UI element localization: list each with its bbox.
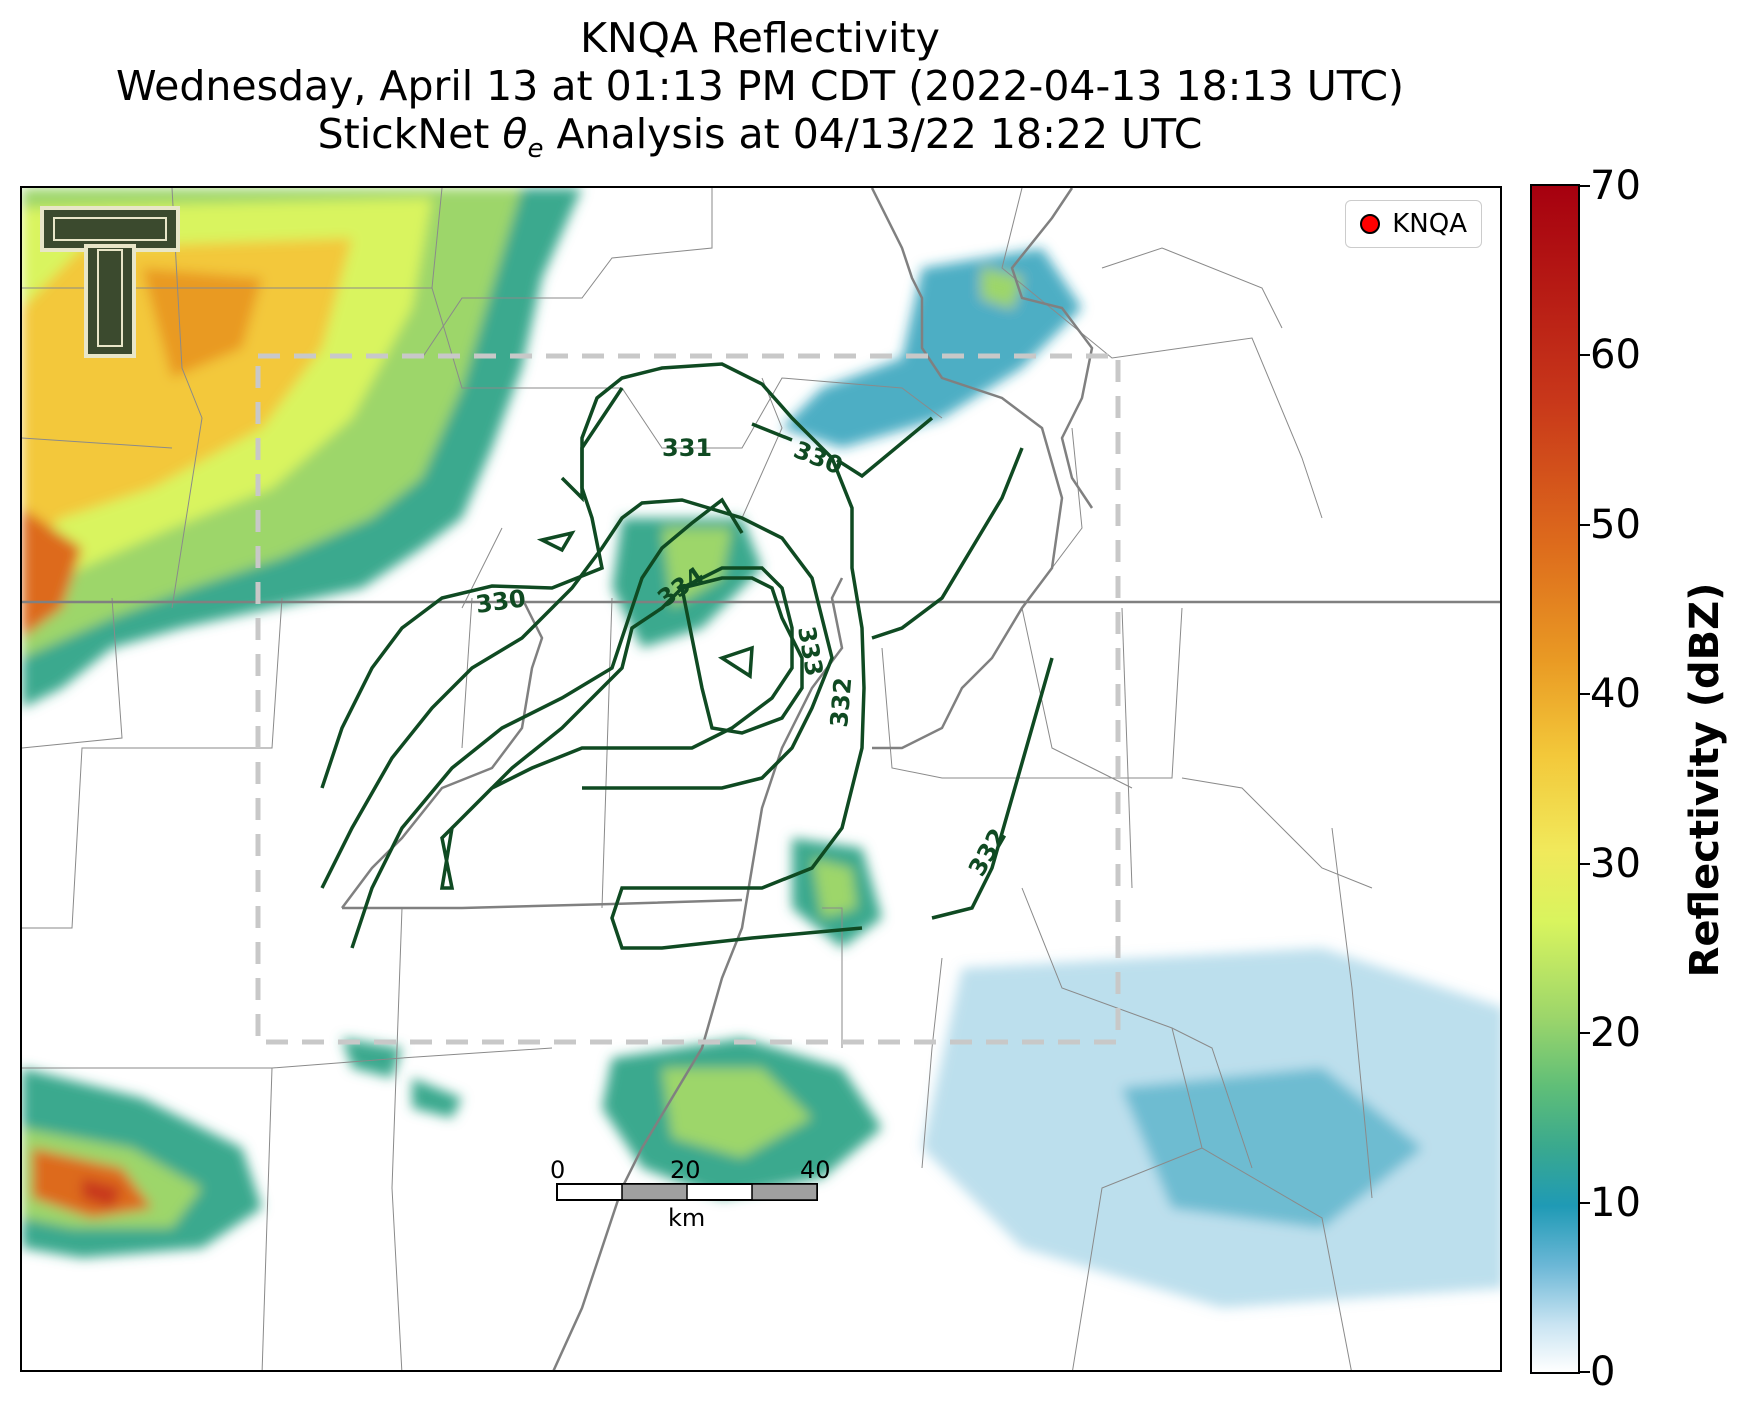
contour-label: 330 xyxy=(474,584,528,619)
colorbar-tick-label: 20 xyxy=(1590,1010,1641,1057)
colorbar-tick-mark xyxy=(1580,1032,1590,1035)
scale-label-0: 0 xyxy=(550,1156,565,1184)
colorbar-tick-label: 10 xyxy=(1590,1179,1641,1226)
map-subtitle-analysis: StickNet θe Analysis at 04/13/22 18:22 U… xyxy=(317,110,1203,165)
colorbar-tick-label: 30 xyxy=(1590,840,1641,887)
state-borders xyxy=(22,188,1500,1370)
scale-label-40: 40 xyxy=(800,1156,831,1184)
radar-map[interactable]: 331 330 330 334 333 332 332 0 20 40 km xyxy=(20,186,1502,1372)
colorbar-tick-mark xyxy=(1580,862,1590,865)
map-legend: KNQA xyxy=(1345,200,1482,248)
colorbar-tick-mark xyxy=(1580,185,1590,187)
colorbar-tick-mark xyxy=(1580,1201,1590,1204)
colorbar-tick-label: 70 xyxy=(1590,163,1641,209)
contour-label: 332 xyxy=(963,824,1012,881)
radar-site-marker-icon xyxy=(1360,214,1381,234)
contour-label: 333 xyxy=(792,624,828,678)
colorbar-tick-mark xyxy=(1580,354,1590,357)
analysis-domain-box xyxy=(255,353,1121,1045)
theta-e-contours xyxy=(320,362,1054,950)
colorbar-tick-mark xyxy=(1580,1371,1590,1373)
colorbar-label: Reflectivity (dBZ) xyxy=(1682,582,1728,978)
scale-unit: km xyxy=(668,1204,705,1232)
legend-label: KNQA xyxy=(1392,209,1467,239)
texas-tech-logo-icon xyxy=(40,206,180,358)
colorbar-tick-mark xyxy=(1580,693,1590,696)
colorbar-tick-label: 40 xyxy=(1590,671,1641,718)
colorbar-tick-mark xyxy=(1580,523,1590,526)
scale-bar: 0 20 40 km xyxy=(550,1156,831,1232)
colorbar xyxy=(1530,184,1580,1374)
map-canvas: 331 330 330 334 333 332 332 0 20 40 km xyxy=(22,188,1500,1370)
map-title: KNQA Reflectivity xyxy=(580,14,940,62)
colorbar-tick-label: 60 xyxy=(1590,332,1641,379)
colorbar-tick-label: 0 xyxy=(1590,1349,1616,1395)
scale-label-20: 20 xyxy=(670,1156,701,1184)
contour-label: 331 xyxy=(662,434,712,462)
map-subtitle-time: Wednesday, April 13 at 01:13 PM CDT (202… xyxy=(116,62,1404,110)
contour-label: 332 xyxy=(825,676,857,728)
colorbar-tick-label: 50 xyxy=(1590,501,1641,548)
contour-labels: 331 330 330 334 333 332 332 xyxy=(474,434,1012,881)
